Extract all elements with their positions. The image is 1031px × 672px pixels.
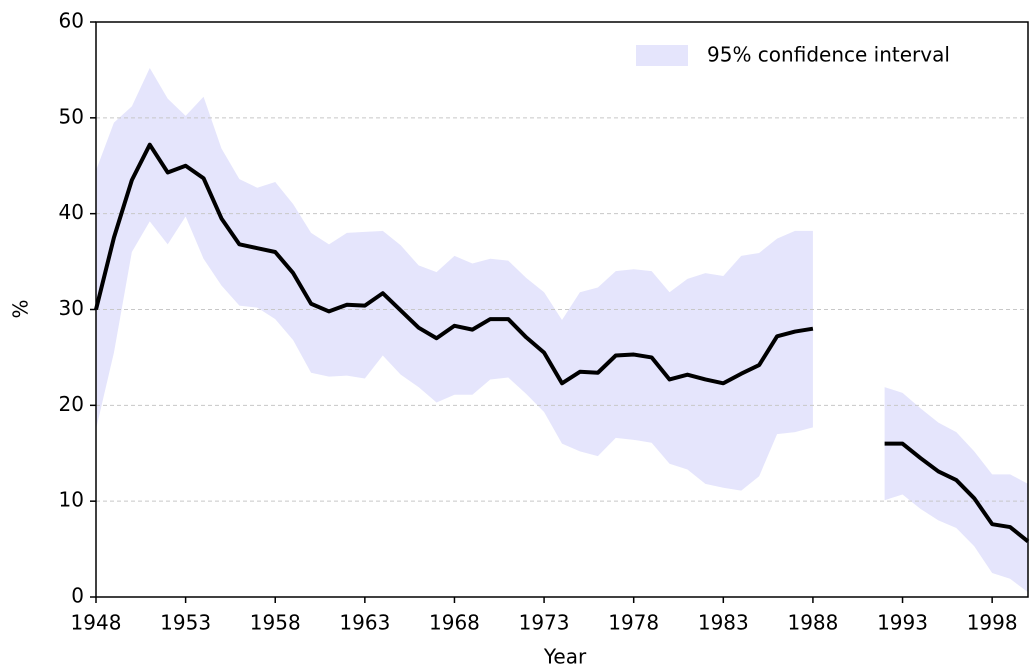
x-tick-label: 1973: [519, 611, 570, 635]
x-axis-label: Year: [543, 645, 587, 669]
x-tick-label: 1988: [787, 611, 838, 635]
x-tick-label: 1983: [698, 611, 749, 635]
y-tick-label: 30: [59, 296, 84, 320]
confidence-band: [884, 387, 1028, 593]
legend-label: 95% confidence interval: [707, 43, 950, 67]
x-tick-label: 1998: [967, 611, 1018, 635]
y-tick-label: 0: [71, 584, 84, 608]
x-tick-label: 1958: [250, 611, 301, 635]
y-tick-label: 20: [59, 392, 84, 416]
x-tick-label: 1963: [339, 611, 390, 635]
y-tick-label: 40: [59, 200, 84, 224]
confidence-band: [96, 68, 813, 491]
x-tick-label: 1978: [608, 611, 659, 635]
x-tick-label: 1948: [71, 611, 122, 635]
y-tick-label: 50: [59, 104, 84, 128]
x-tick-label: 1968: [429, 611, 480, 635]
y-tick-label: 60: [59, 9, 84, 33]
line: [94, 142, 1030, 543]
x-tick-label: 1993: [877, 611, 928, 635]
x-tick-label: 1953: [160, 611, 211, 635]
y-tick-label: 10: [59, 488, 84, 512]
legend-swatch: [636, 45, 688, 66]
y-axis-label: %: [9, 299, 33, 318]
